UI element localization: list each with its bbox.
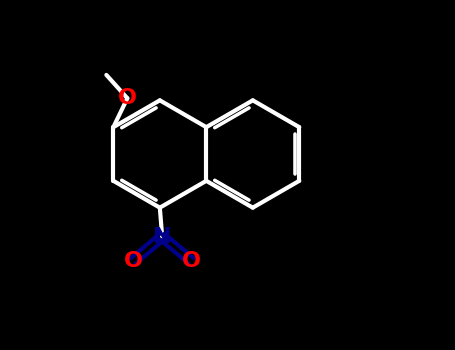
Text: O: O	[124, 251, 143, 271]
Text: O: O	[118, 88, 137, 108]
Text: O: O	[182, 251, 201, 271]
Text: N: N	[153, 226, 172, 247]
